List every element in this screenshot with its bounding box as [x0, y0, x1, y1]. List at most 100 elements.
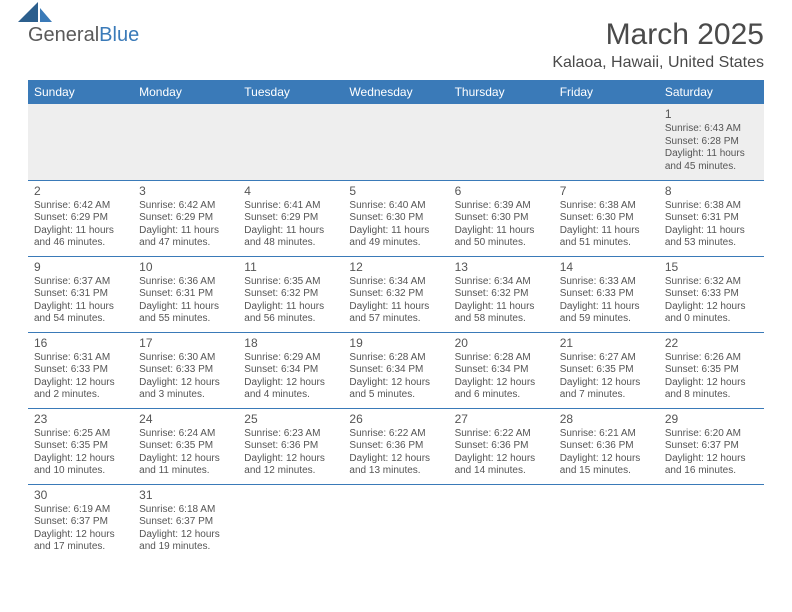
- day-number: 27: [455, 412, 548, 427]
- calendar-day-cell: 5Sunrise: 6:40 AMSunset: 6:30 PMDaylight…: [343, 180, 448, 256]
- day-header: Sunday: [28, 80, 133, 104]
- sunset-text: Sunset: 6:37 PM: [34, 516, 127, 529]
- sunrise-text: Sunrise: 6:19 AM: [34, 504, 127, 517]
- calendar-day-cell: 29Sunrise: 6:20 AMSunset: 6:37 PMDayligh…: [659, 408, 764, 484]
- daylight-text: Daylight: 11 hours and 45 minutes.: [665, 148, 758, 173]
- daylight-text: Daylight: 12 hours and 4 minutes.: [244, 377, 337, 402]
- day-number: 16: [34, 336, 127, 351]
- sunset-text: Sunset: 6:33 PM: [560, 288, 653, 301]
- sunrise-text: Sunrise: 6:34 AM: [349, 276, 442, 289]
- sunrise-text: Sunrise: 6:38 AM: [560, 200, 653, 213]
- day-number: 25: [244, 412, 337, 427]
- day-number: 26: [349, 412, 442, 427]
- daylight-text: Daylight: 12 hours and 10 minutes.: [34, 453, 127, 478]
- daylight-text: Daylight: 11 hours and 50 minutes.: [455, 225, 548, 250]
- calendar-day-cell: 17Sunrise: 6:30 AMSunset: 6:33 PMDayligh…: [133, 332, 238, 408]
- brand-logo: GeneralBlue: [28, 18, 139, 47]
- sunset-text: Sunset: 6:30 PM: [349, 212, 442, 225]
- sunrise-text: Sunrise: 6:34 AM: [455, 276, 548, 289]
- sunrise-text: Sunrise: 6:22 AM: [455, 428, 548, 441]
- logo-sail-icon: [18, 2, 108, 38]
- calendar-day-cell: [554, 484, 659, 560]
- daylight-text: Daylight: 12 hours and 11 minutes.: [139, 453, 232, 478]
- sunset-text: Sunset: 6:33 PM: [34, 364, 127, 377]
- daylight-text: Daylight: 11 hours and 49 minutes.: [349, 225, 442, 250]
- sunset-text: Sunset: 6:36 PM: [244, 440, 337, 453]
- calendar-body: 1Sunrise: 6:43 AMSunset: 6:28 PMDaylight…: [28, 104, 764, 560]
- calendar-day-cell: [133, 104, 238, 180]
- calendar-day-cell: [449, 104, 554, 180]
- daylight-text: Daylight: 11 hours and 48 minutes.: [244, 225, 337, 250]
- calendar-day-cell: 27Sunrise: 6:22 AMSunset: 6:36 PMDayligh…: [449, 408, 554, 484]
- day-number: 23: [34, 412, 127, 427]
- sunset-text: Sunset: 6:35 PM: [665, 364, 758, 377]
- day-number: 28: [560, 412, 653, 427]
- sunset-text: Sunset: 6:29 PM: [139, 212, 232, 225]
- day-number: 31: [139, 488, 232, 503]
- sunrise-text: Sunrise: 6:32 AM: [665, 276, 758, 289]
- day-number: 20: [455, 336, 548, 351]
- sunset-text: Sunset: 6:29 PM: [244, 212, 337, 225]
- day-number: 3: [139, 184, 232, 199]
- calendar-day-cell: 18Sunrise: 6:29 AMSunset: 6:34 PMDayligh…: [238, 332, 343, 408]
- sunset-text: Sunset: 6:30 PM: [455, 212, 548, 225]
- day-number: 21: [560, 336, 653, 351]
- day-number: 30: [34, 488, 127, 503]
- sunrise-text: Sunrise: 6:27 AM: [560, 352, 653, 365]
- daylight-text: Daylight: 12 hours and 3 minutes.: [139, 377, 232, 402]
- sunrise-text: Sunrise: 6:30 AM: [139, 352, 232, 365]
- page-header: GeneralBlue March 2025 Kalaoa, Hawaii, U…: [28, 18, 764, 72]
- location-text: Kalaoa, Hawaii, United States: [552, 54, 764, 72]
- calendar-day-cell: 12Sunrise: 6:34 AMSunset: 6:32 PMDayligh…: [343, 256, 448, 332]
- calendar-day-cell: 11Sunrise: 6:35 AMSunset: 6:32 PMDayligh…: [238, 256, 343, 332]
- day-number: 29: [665, 412, 758, 427]
- sunset-text: Sunset: 6:36 PM: [455, 440, 548, 453]
- daylight-text: Daylight: 11 hours and 53 minutes.: [665, 225, 758, 250]
- sunset-text: Sunset: 6:35 PM: [560, 364, 653, 377]
- sunset-text: Sunset: 6:36 PM: [349, 440, 442, 453]
- day-header: Wednesday: [343, 80, 448, 104]
- daylight-text: Daylight: 12 hours and 0 minutes.: [665, 301, 758, 326]
- day-number: 24: [139, 412, 232, 427]
- calendar-day-cell: 2Sunrise: 6:42 AMSunset: 6:29 PMDaylight…: [28, 180, 133, 256]
- sunrise-text: Sunrise: 6:40 AM: [349, 200, 442, 213]
- calendar-day-cell: [238, 104, 343, 180]
- calendar-day-cell: 14Sunrise: 6:33 AMSunset: 6:33 PMDayligh…: [554, 256, 659, 332]
- sunset-text: Sunset: 6:31 PM: [139, 288, 232, 301]
- day-header: Saturday: [659, 80, 764, 104]
- sunrise-text: Sunrise: 6:25 AM: [34, 428, 127, 441]
- calendar-day-cell: 3Sunrise: 6:42 AMSunset: 6:29 PMDaylight…: [133, 180, 238, 256]
- daylight-text: Daylight: 12 hours and 6 minutes.: [455, 377, 548, 402]
- sunset-text: Sunset: 6:37 PM: [139, 516, 232, 529]
- sunset-text: Sunset: 6:29 PM: [34, 212, 127, 225]
- day-number: 22: [665, 336, 758, 351]
- sunrise-text: Sunrise: 6:22 AM: [349, 428, 442, 441]
- day-number: 15: [665, 260, 758, 275]
- calendar-day-cell: 8Sunrise: 6:38 AMSunset: 6:31 PMDaylight…: [659, 180, 764, 256]
- calendar-day-cell: 13Sunrise: 6:34 AMSunset: 6:32 PMDayligh…: [449, 256, 554, 332]
- daylight-text: Daylight: 12 hours and 8 minutes.: [665, 377, 758, 402]
- day-number: 12: [349, 260, 442, 275]
- daylight-text: Daylight: 11 hours and 46 minutes.: [34, 225, 127, 250]
- day-number: 5: [349, 184, 442, 199]
- day-header-row: Sunday Monday Tuesday Wednesday Thursday…: [28, 80, 764, 104]
- sunrise-text: Sunrise: 6:43 AM: [665, 123, 758, 136]
- calendar-week-row: 9Sunrise: 6:37 AMSunset: 6:31 PMDaylight…: [28, 256, 764, 332]
- calendar-day-cell: [343, 104, 448, 180]
- daylight-text: Daylight: 11 hours and 57 minutes.: [349, 301, 442, 326]
- daylight-text: Daylight: 11 hours and 47 minutes.: [139, 225, 232, 250]
- day-header: Tuesday: [238, 80, 343, 104]
- sunset-text: Sunset: 6:36 PM: [560, 440, 653, 453]
- calendar-day-cell: 9Sunrise: 6:37 AMSunset: 6:31 PMDaylight…: [28, 256, 133, 332]
- calendar-day-cell: 20Sunrise: 6:28 AMSunset: 6:34 PMDayligh…: [449, 332, 554, 408]
- calendar-day-cell: 19Sunrise: 6:28 AMSunset: 6:34 PMDayligh…: [343, 332, 448, 408]
- day-header: Friday: [554, 80, 659, 104]
- calendar-day-cell: 24Sunrise: 6:24 AMSunset: 6:35 PMDayligh…: [133, 408, 238, 484]
- daylight-text: Daylight: 11 hours and 59 minutes.: [560, 301, 653, 326]
- sunrise-text: Sunrise: 6:42 AM: [34, 200, 127, 213]
- sunrise-text: Sunrise: 6:36 AM: [139, 276, 232, 289]
- calendar-week-row: 2Sunrise: 6:42 AMSunset: 6:29 PMDaylight…: [28, 180, 764, 256]
- calendar-day-cell: 1Sunrise: 6:43 AMSunset: 6:28 PMDaylight…: [659, 104, 764, 180]
- daylight-text: Daylight: 11 hours and 55 minutes.: [139, 301, 232, 326]
- day-number: 10: [139, 260, 232, 275]
